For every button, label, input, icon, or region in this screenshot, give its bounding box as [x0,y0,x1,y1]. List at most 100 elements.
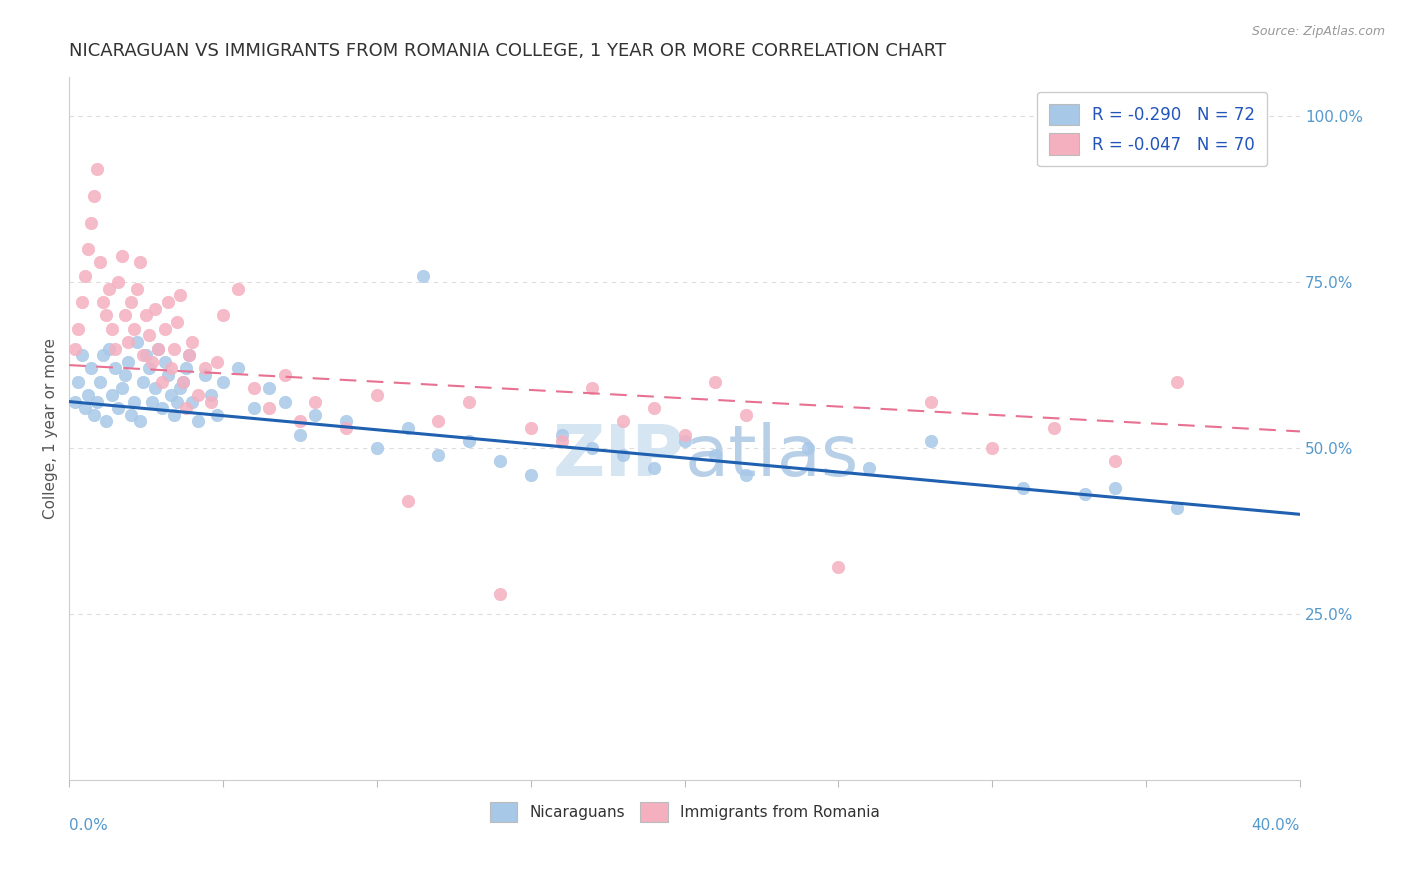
Point [120,295,142,310]
Point [735,467,758,482]
Point [70,295,93,310]
Point [156,295,179,310]
Point [96,415,118,429]
Point [114,368,136,382]
Point [458,434,481,449]
Point [550,434,572,449]
Point [179,348,201,362]
Point [67,321,90,335]
Point [148,342,170,356]
Text: NICARAGUAN VS IMMIGRANTS FROM ROMANIA COLLEGE, 1 YEAR OR MORE CORRELATION CHART: NICARAGUAN VS IMMIGRANTS FROM ROMANIA CO… [69,42,946,60]
Point [581,381,603,395]
Point [243,381,266,395]
Point [101,388,124,402]
Y-axis label: College, 1 year or more: College, 1 year or more [44,337,58,518]
Point [76,242,98,256]
Point [489,587,512,601]
Point [1104,454,1126,468]
Point [70,348,93,362]
Point [96,309,118,323]
Point [920,434,942,449]
Point [520,421,543,435]
Point [98,282,121,296]
Point [243,401,266,416]
Point [396,421,419,435]
Point [643,401,665,416]
Point [174,361,197,376]
Point [288,415,311,429]
Point [159,388,181,402]
Point [187,415,209,429]
Point [65,394,87,409]
Point [141,394,163,409]
Point [920,394,942,409]
Point [335,415,357,429]
Point [120,408,142,422]
Point [200,394,222,409]
Point [89,375,111,389]
Point [117,355,139,369]
Point [107,275,129,289]
Point [89,255,111,269]
Point [114,309,136,323]
Point [612,415,634,429]
Point [981,441,1004,455]
Point [581,441,603,455]
Point [145,381,167,395]
Point [181,394,204,409]
Point [366,441,388,455]
Point [125,334,148,349]
Point [643,461,665,475]
Point [122,321,145,335]
Point [520,467,543,482]
Point [550,427,572,442]
Point [163,408,186,422]
Point [366,388,388,402]
Point [150,375,173,389]
Point [153,321,176,335]
Point [145,301,167,316]
Point [200,388,222,402]
Point [288,427,311,442]
Point [172,375,194,389]
Text: 0.0%: 0.0% [69,818,108,833]
Point [257,381,280,395]
Point [138,328,160,343]
Point [335,421,357,435]
Text: 40.0%: 40.0% [1251,818,1301,833]
Point [141,355,163,369]
Point [132,348,155,362]
Text: Source: ZipAtlas.com: Source: ZipAtlas.com [1251,25,1385,38]
Point [612,448,634,462]
Point [98,342,121,356]
Point [1012,481,1035,495]
Point [110,381,132,395]
Point [194,368,217,382]
Point [273,368,295,382]
Point [169,288,191,302]
Point [796,441,818,455]
Point [458,394,481,409]
Point [80,361,103,376]
Point [67,375,90,389]
Point [83,408,105,422]
Point [122,394,145,409]
Point [673,434,696,449]
Point [257,401,280,416]
Point [73,268,96,283]
Point [1073,487,1095,501]
Point [172,375,194,389]
Point [273,394,295,409]
Point [827,560,849,574]
Point [194,361,217,376]
Point [135,309,157,323]
Point [86,394,108,409]
Point [86,162,108,177]
Point [132,375,155,389]
Point [187,388,209,402]
Point [304,394,326,409]
Point [228,361,250,376]
Point [704,375,727,389]
Point [205,355,228,369]
Point [427,415,450,429]
